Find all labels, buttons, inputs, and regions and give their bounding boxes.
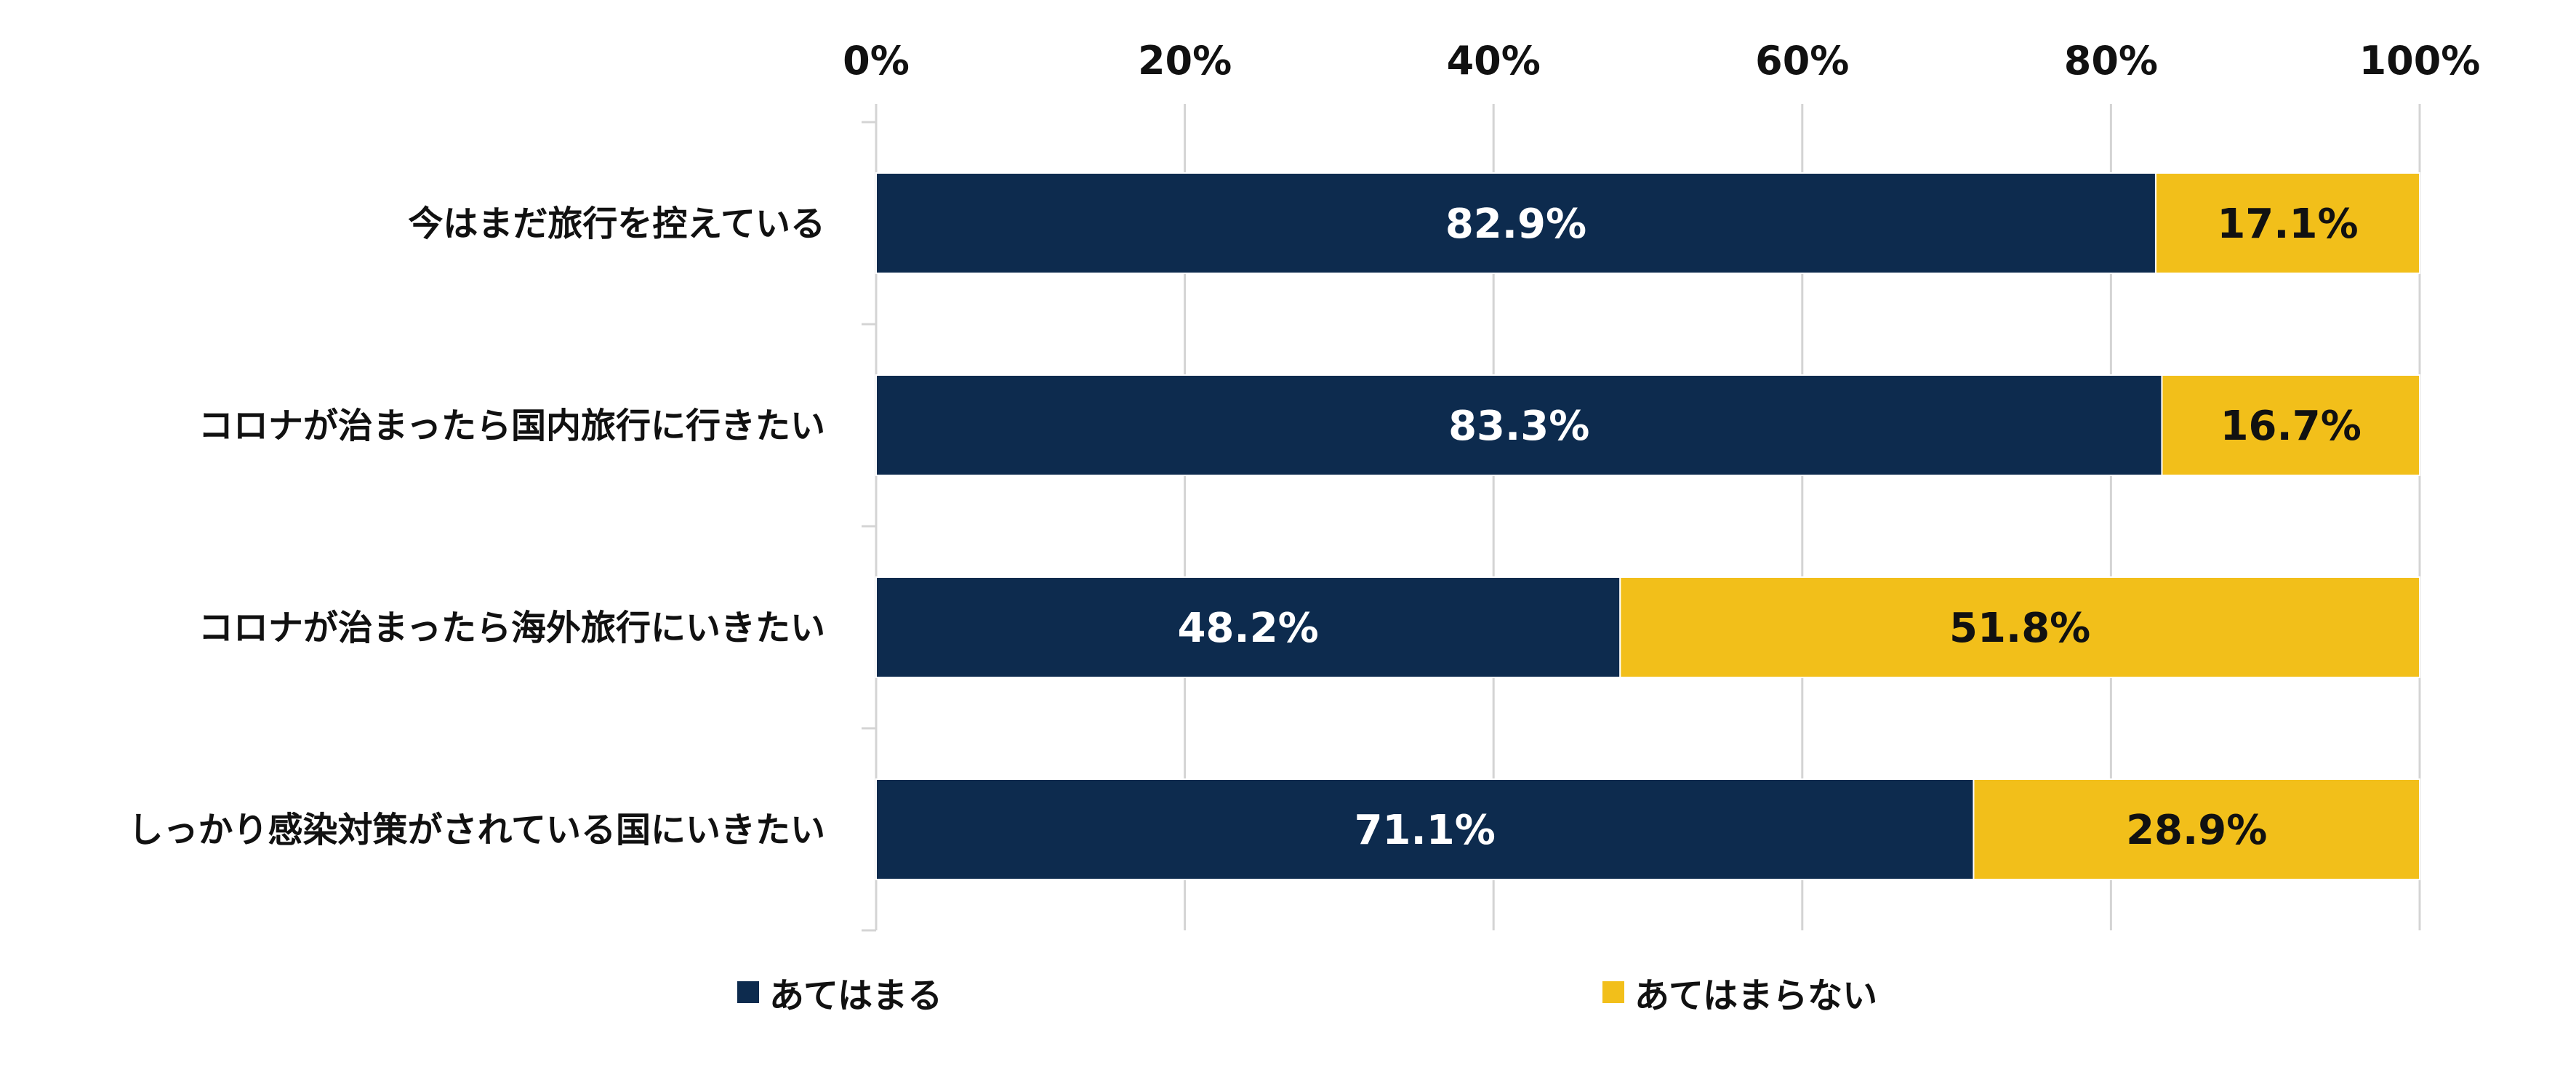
legend-label-series-1: あてはまらない [1634,975,1878,1016]
bar-0-2 [875,576,1621,678]
data-label-0-0: 82.9% [1445,201,1586,248]
data-label-1-1: 16.7% [2220,403,2362,450]
bar-1-2 [1619,576,2420,678]
category-label-3: しっかり感染対策がされている国にいきたい [128,810,825,850]
data-label-1-3: 28.9% [2126,807,2267,854]
bar-1-1 [2161,374,2420,476]
x-tick-label-3: 60% [1755,38,1849,84]
legend-swatch-series-1 [1602,981,1624,1003]
x-tick-label-5: 100% [2359,38,2481,84]
data-label-1-0: 17.1% [2217,201,2358,248]
data-label-0-2: 48.2% [1178,605,1319,652]
legend: あてはまる あてはまらない [0,967,2576,1018]
x-tick-label-2: 40% [1447,38,1541,84]
data-label-0-1: 83.3% [1448,403,1589,450]
category-label-1: コロナが治まったら国内旅行に行きたい [198,406,825,446]
category-label-0: 今はまだ旅行を控えている [408,204,825,244]
data-label-0-3: 71.1% [1355,807,1496,854]
x-tick-label-0: 0% [843,38,910,84]
legend-label-series-0: あてはまる [769,975,943,1016]
bar-0-0 [875,172,2156,274]
category-label-2: コロナが治まったら海外旅行にいきたい [198,608,825,648]
bar-0-3 [875,778,1975,880]
bar-1-0 [2154,172,2421,274]
legend-swatch-series-0 [737,981,759,1003]
data-label-1-2: 51.8% [1949,605,2090,652]
legend-item-series-1: あてはまらない [1602,967,1877,1018]
bar-0-1 [875,374,2163,476]
x-tick-label-1: 20% [1138,38,1232,84]
bar-1-3 [1973,778,2420,880]
legend-item-series-0: あてはまる [737,967,942,1018]
x-tick-label-4: 80% [2064,38,2158,84]
